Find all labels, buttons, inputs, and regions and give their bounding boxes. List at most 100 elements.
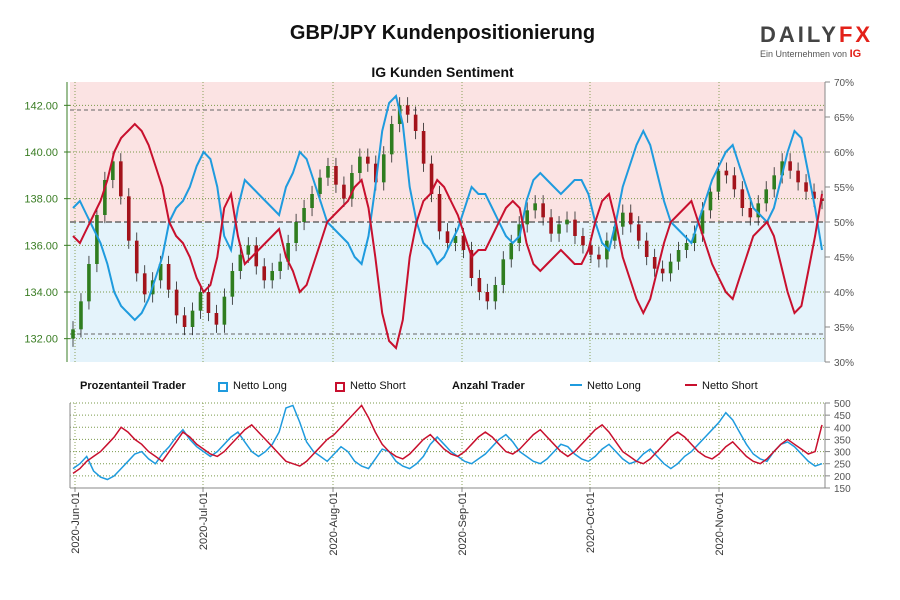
candle-body xyxy=(533,203,537,211)
candle-body xyxy=(700,210,705,234)
x-tick-label: 2020-Oct-01 xyxy=(585,492,597,553)
candle-body xyxy=(644,240,649,257)
candle-body xyxy=(134,240,139,274)
count-tick-label: 300 xyxy=(834,448,851,459)
price-tick-label: 142.00 xyxy=(24,100,58,112)
candle-body xyxy=(246,245,251,255)
candle-body xyxy=(732,175,737,190)
candle-body xyxy=(413,114,418,131)
candle-body xyxy=(222,296,227,325)
chart-subtitle: IG Kunden Sentiment xyxy=(371,64,514,80)
price-tick-label: 136.00 xyxy=(24,240,58,252)
legend-pct-long: Netto Long xyxy=(218,380,287,392)
candle-body xyxy=(334,166,338,185)
logo-brand-fx: FX xyxy=(838,22,874,47)
logo-tagline: Ein Unternehmen von IG xyxy=(760,48,870,60)
legend-count-title: Anzahl Trader xyxy=(452,380,525,392)
candle-body xyxy=(182,315,187,327)
candle-body xyxy=(95,215,99,264)
candle-body xyxy=(525,210,529,225)
percent-tick-label: 65% xyxy=(834,113,854,124)
candle-body xyxy=(668,261,673,274)
candle-body xyxy=(302,208,306,222)
pct-net-short-line xyxy=(72,122,823,350)
legend-pct-title: Prozentanteil Trader xyxy=(80,380,186,392)
candle-body xyxy=(445,231,450,243)
candle-body xyxy=(804,182,808,192)
candle-body xyxy=(764,189,769,204)
candle-body xyxy=(350,173,354,199)
candle-body xyxy=(477,278,482,292)
count-tick-label: 350 xyxy=(834,435,851,446)
candle-body xyxy=(565,219,569,225)
count-net-long-line xyxy=(72,404,823,481)
candle-body xyxy=(676,250,681,262)
candle-body xyxy=(310,194,314,208)
percent-tick-label: 70% xyxy=(834,78,854,89)
legend-count-short-swatch xyxy=(685,384,697,386)
candle-body xyxy=(485,292,490,302)
legend-count-short: Netto Short xyxy=(685,380,758,392)
legend-count-short-label: Netto Short xyxy=(702,380,758,392)
x-tick-label: 2020-Jun-01 xyxy=(70,492,82,554)
candle-body xyxy=(358,156,362,173)
candle-body xyxy=(158,264,163,281)
candle-body xyxy=(469,250,474,278)
logo-ig-mark: IG xyxy=(849,48,862,60)
count-tick-label: 250 xyxy=(834,460,851,471)
candle-body xyxy=(660,268,665,274)
candle-body xyxy=(613,226,617,241)
candle-body xyxy=(628,212,633,225)
short-zone-bg xyxy=(70,82,825,222)
price-tick-label: 132.00 xyxy=(24,334,58,346)
candle-body xyxy=(103,180,107,215)
candle-body xyxy=(206,292,211,313)
candle-body xyxy=(318,177,322,194)
candle-body xyxy=(692,233,697,243)
candle-body xyxy=(780,161,784,176)
candle-body xyxy=(198,292,203,311)
candle-body xyxy=(501,259,506,285)
candle-body xyxy=(421,131,426,164)
x-tick-label: 2020-Nov-01 xyxy=(714,492,726,556)
candle-body xyxy=(71,329,75,339)
x-tick-label: 2020-Sep-01 xyxy=(457,492,469,556)
percent-tick-label: 35% xyxy=(834,323,854,334)
candle-body xyxy=(214,313,219,325)
candle-body xyxy=(262,266,267,281)
candle-body xyxy=(326,166,330,178)
candle-body xyxy=(756,203,761,218)
count-tick-label: 500 xyxy=(834,399,851,410)
candle-body xyxy=(126,196,131,241)
candle-body xyxy=(549,217,553,234)
candle-body xyxy=(230,271,235,297)
percent-tick-label: 45% xyxy=(834,253,854,264)
count-tick-label: 200 xyxy=(834,472,851,483)
candle-body xyxy=(142,273,147,295)
candle-body xyxy=(461,236,466,250)
logo-brand-main: DAILY xyxy=(760,22,839,47)
candle-body xyxy=(174,289,179,316)
candle-body xyxy=(509,243,514,260)
legend-count-long-swatch xyxy=(570,384,582,386)
candle-body xyxy=(278,261,282,271)
candle-body xyxy=(238,254,243,271)
x-tick-label: 2020-Aug-01 xyxy=(328,492,340,556)
legend-pct-short-swatch xyxy=(335,382,345,392)
candle-body xyxy=(342,184,346,199)
logo-tagline-text: Ein Unternehmen von xyxy=(760,49,848,59)
candle-body xyxy=(684,243,689,250)
legend-count-long-label: Netto Long xyxy=(587,380,641,392)
candle-body xyxy=(453,236,458,243)
candle-body xyxy=(573,219,577,236)
candle-body xyxy=(79,301,83,330)
candle-body xyxy=(87,264,91,302)
candle-body xyxy=(389,124,394,155)
candle-body xyxy=(286,243,290,262)
logo-wordmark: DAILYFX xyxy=(760,22,870,48)
candle-body xyxy=(294,222,298,243)
candle-body xyxy=(788,161,792,171)
chart-title: GBP/JPY Kundenpositionierung xyxy=(289,22,596,44)
legend-pct-short-label: Netto Short xyxy=(350,380,406,392)
candle-body xyxy=(581,236,585,246)
